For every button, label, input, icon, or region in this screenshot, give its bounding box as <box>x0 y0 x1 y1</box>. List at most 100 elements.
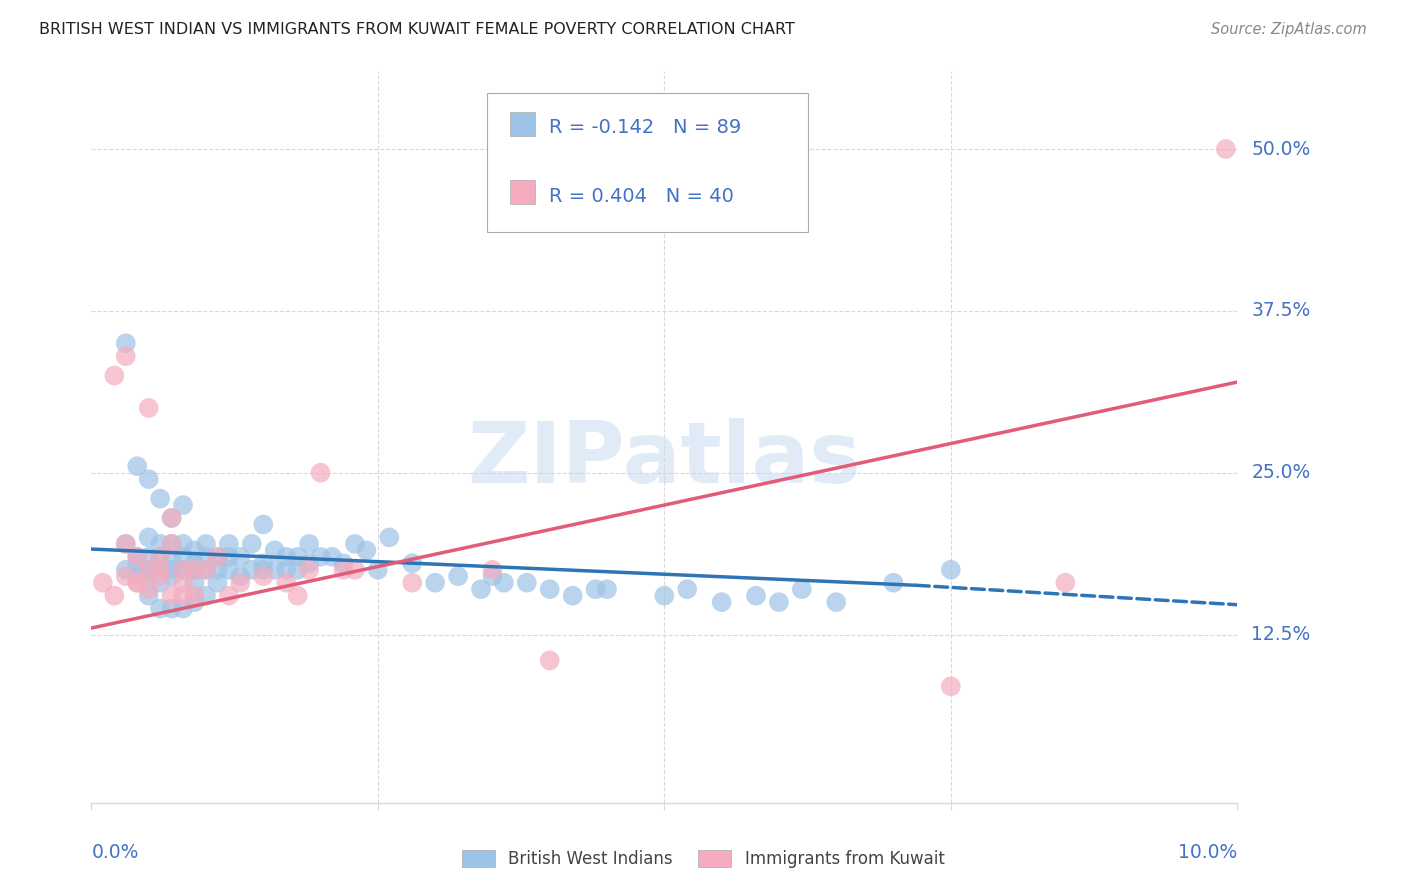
Point <box>287 549 309 564</box>
Point <box>263 543 285 558</box>
Point <box>516 575 538 590</box>
Point <box>538 582 561 597</box>
Point <box>138 569 160 583</box>
Point <box>252 563 274 577</box>
Point <box>172 575 194 590</box>
Point <box>114 537 136 551</box>
Text: R = 0.404   N = 40: R = 0.404 N = 40 <box>548 187 734 206</box>
Point <box>149 569 172 583</box>
Point <box>710 595 733 609</box>
Point <box>343 537 366 551</box>
Point <box>252 557 274 571</box>
Point <box>207 549 229 564</box>
Point <box>149 549 172 564</box>
Point <box>276 563 298 577</box>
Point <box>149 575 172 590</box>
Point <box>183 589 205 603</box>
Point <box>470 582 492 597</box>
Point <box>218 589 240 603</box>
Point <box>183 563 205 577</box>
Text: R = -0.142   N = 89: R = -0.142 N = 89 <box>548 118 741 137</box>
Point <box>207 575 229 590</box>
Point <box>183 595 205 609</box>
Point <box>114 569 136 583</box>
Point <box>172 563 194 577</box>
Point <box>138 563 160 577</box>
Point <box>183 557 205 571</box>
Point <box>127 459 149 474</box>
Point <box>652 589 675 603</box>
Point <box>332 563 354 577</box>
Point <box>332 557 354 571</box>
Point <box>138 563 160 577</box>
Point <box>160 511 183 525</box>
Point <box>538 653 561 667</box>
Legend: British West Indians, Immigrants from Kuwait: British West Indians, Immigrants from Ku… <box>456 843 950 875</box>
Bar <box>509 112 534 136</box>
Point <box>138 401 160 415</box>
Point <box>229 569 252 583</box>
Point <box>401 575 423 590</box>
Point <box>768 595 790 609</box>
Point <box>263 563 285 577</box>
Point <box>240 537 263 551</box>
Point <box>882 575 904 590</box>
Point <box>172 549 194 564</box>
Point <box>194 563 217 577</box>
Point <box>149 491 172 506</box>
Point <box>114 349 136 363</box>
Point <box>401 557 423 571</box>
Point <box>160 569 183 583</box>
Point <box>183 563 205 577</box>
Point <box>149 537 172 551</box>
Point <box>149 601 172 615</box>
Point <box>481 563 503 577</box>
Point <box>183 563 205 577</box>
Text: Source: ZipAtlas.com: Source: ZipAtlas.com <box>1211 22 1367 37</box>
Point <box>356 543 378 558</box>
Point <box>138 549 160 564</box>
Point <box>149 563 172 577</box>
Point <box>240 563 263 577</box>
Point <box>183 575 205 590</box>
Point <box>160 537 183 551</box>
Point <box>91 575 114 590</box>
Point <box>172 537 194 551</box>
Point <box>207 549 229 564</box>
Point <box>218 537 240 551</box>
Point <box>276 549 298 564</box>
Point <box>229 575 252 590</box>
Point <box>676 582 699 597</box>
Point <box>596 582 619 597</box>
Point <box>172 589 194 603</box>
Text: 50.0%: 50.0% <box>1251 139 1310 159</box>
Point <box>114 537 136 551</box>
Point <box>287 589 309 603</box>
Point <box>114 563 136 577</box>
Text: 25.0%: 25.0% <box>1251 463 1310 483</box>
Text: 12.5%: 12.5% <box>1251 625 1310 644</box>
Point <box>183 543 205 558</box>
Point <box>298 557 321 571</box>
Text: BRITISH WEST INDIAN VS IMMIGRANTS FROM KUWAIT FEMALE POVERTY CORRELATION CHART: BRITISH WEST INDIAN VS IMMIGRANTS FROM K… <box>39 22 796 37</box>
Point <box>172 601 194 615</box>
Point <box>160 589 183 603</box>
Point <box>790 582 813 597</box>
Point <box>194 563 217 577</box>
Point <box>160 563 183 577</box>
Point <box>298 563 321 577</box>
Point <box>138 472 160 486</box>
Text: 37.5%: 37.5% <box>1251 301 1310 320</box>
Point <box>309 466 332 480</box>
Point <box>127 557 149 571</box>
Point <box>1054 575 1077 590</box>
Point <box>492 575 515 590</box>
Point <box>194 589 217 603</box>
Point <box>423 575 446 590</box>
Text: 0.0%: 0.0% <box>91 843 139 862</box>
Point <box>745 589 768 603</box>
Point <box>287 563 309 577</box>
Point <box>276 575 298 590</box>
Point <box>138 530 160 544</box>
Point <box>218 563 240 577</box>
